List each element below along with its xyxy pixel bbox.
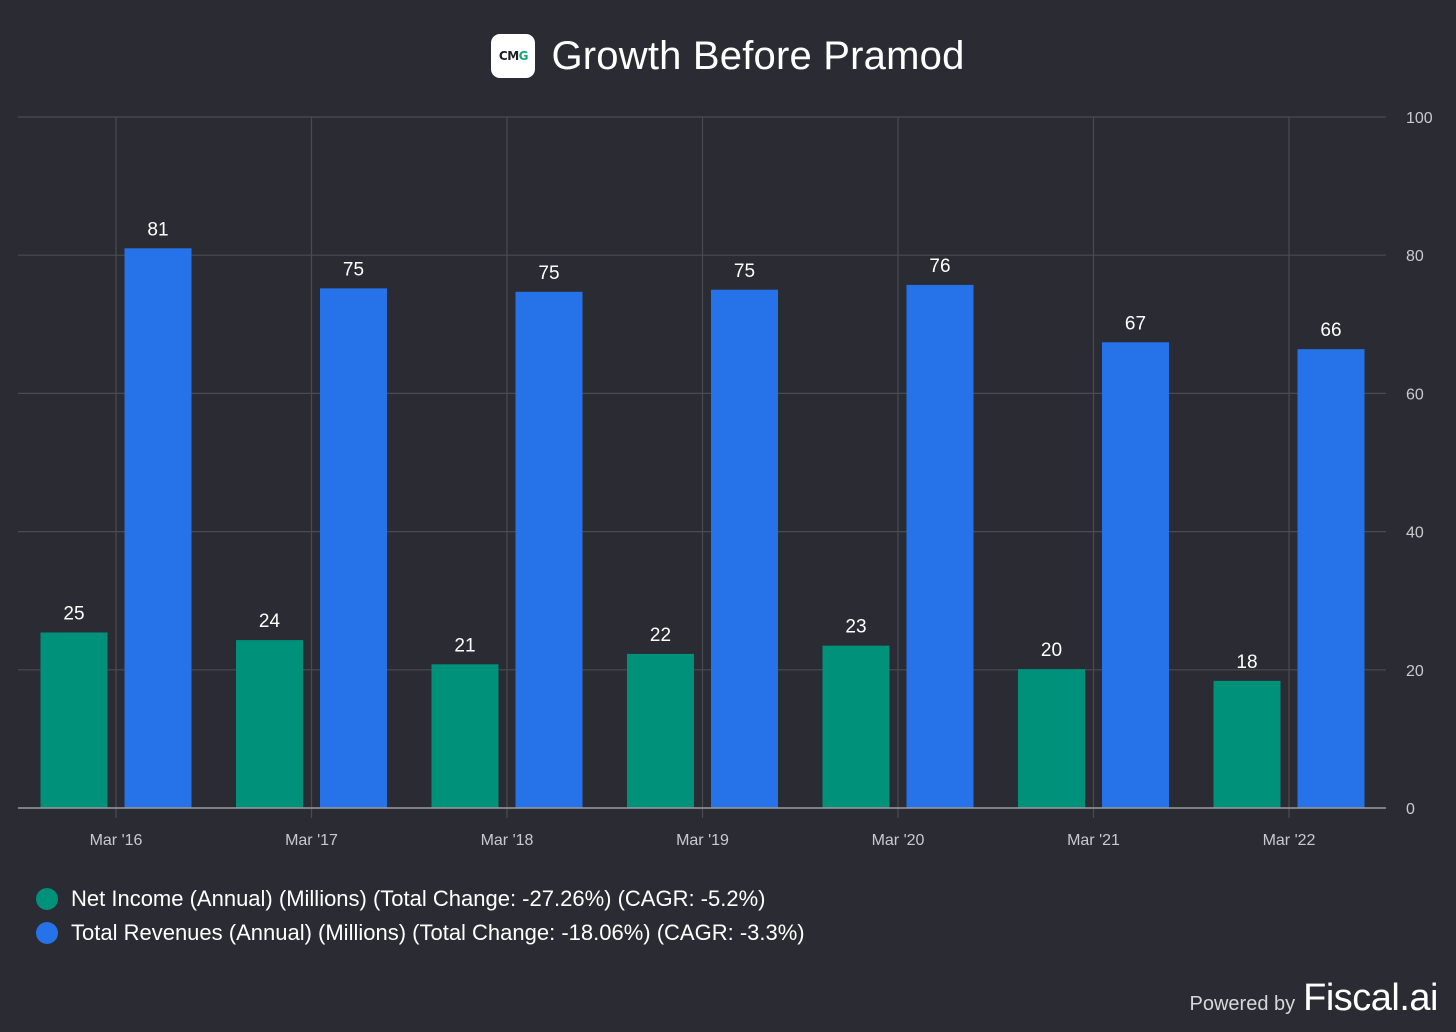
data-label-total-revenues: 81 (147, 219, 168, 240)
data-label-total-revenues: 66 (1320, 320, 1341, 341)
legend-label-net-income: Net Income (Annual) (Millions) (Total Ch… (71, 886, 766, 911)
legend-label-total-revenues: Total Revenues (Annual) (Millions) (Tota… (71, 920, 805, 945)
bar-net-income[interactable] (822, 645, 890, 808)
legend-dot-total-revenues (36, 922, 58, 944)
bar-net-income[interactable] (1018, 669, 1085, 808)
legend-dot-net-income (36, 888, 58, 910)
company-logo-accent-letter: G (518, 49, 529, 63)
bars (40, 248, 1365, 809)
data-label-total-revenues: 75 (734, 261, 755, 282)
data-label-net-income: 18 (1236, 652, 1257, 673)
powered-by-label: Powered by (1189, 993, 1296, 1015)
bar-total-revenues[interactable] (906, 284, 974, 809)
bar-net-income[interactable] (1213, 680, 1281, 808)
bar-net-income[interactable] (40, 632, 108, 808)
brand-name: Fiscal.ai (1303, 977, 1438, 1019)
bar-total-revenues[interactable] (515, 291, 583, 808)
y-tick-label: 40 (1406, 525, 1424, 542)
legend: Net Income (Annual) (Millions) (Total Ch… (36, 882, 805, 950)
data-label-net-income: 25 (63, 603, 84, 624)
x-tick-label: Mar '21 (1067, 832, 1120, 849)
y-tick-label: 60 (1406, 386, 1424, 403)
data-label-net-income: 24 (259, 611, 281, 632)
y-tick-label: 80 (1406, 248, 1424, 265)
x-tick-label: Mar '20 (872, 832, 925, 849)
y-tick-label: 100 (1406, 110, 1433, 127)
y-tick-label: 0 (1406, 801, 1415, 818)
powered-by[interactable]: Powered by Fiscal.ai (1190, 977, 1439, 1020)
grid-lines (18, 116, 1386, 808)
x-tick-label: Mar '22 (1263, 832, 1316, 849)
bar-total-revenues[interactable] (1297, 349, 1365, 808)
legend-item-total-revenues[interactable]: Total Revenues (Annual) (Millions) (Tota… (36, 916, 805, 950)
bar-total-revenues[interactable] (124, 248, 192, 809)
bar-net-income[interactable] (236, 640, 303, 808)
data-label-total-revenues: 75 (538, 263, 559, 284)
y-tick-label: 20 (1406, 663, 1424, 680)
x-tick-label: Mar '18 (481, 832, 534, 849)
bar-total-revenues[interactable] (1102, 342, 1169, 808)
chart-title: Growth Before Pramod (551, 33, 965, 78)
chart-header: CMG Growth Before Pramod (0, 26, 1456, 86)
bar-net-income[interactable] (431, 664, 499, 808)
axes: 0 20 40 60 80 100 Mar '16 Mar '17 Mar '18 Mar '19… (18, 110, 1433, 849)
bar-total-revenues[interactable] (320, 288, 387, 808)
bar-net-income[interactable] (627, 653, 694, 808)
x-tick-label: Mar '16 (90, 832, 143, 849)
x-tick-label: Mar '17 (285, 832, 338, 849)
data-label-net-income: 22 (650, 625, 671, 646)
company-logo: CMG (491, 34, 536, 78)
x-tick-label: Mar '19 (676, 832, 729, 849)
data-label-net-income: 20 (1041, 640, 1062, 661)
bar-total-revenues[interactable] (711, 289, 778, 808)
data-labels: 25 24 21 22 23 20 18 81 75 75 75 76 67 66 (63, 219, 1341, 673)
data-label-net-income: 23 (845, 617, 866, 638)
legend-item-net-income[interactable]: Net Income (Annual) (Millions) (Total Ch… (36, 882, 805, 916)
company-logo-text: CMG (498, 49, 529, 63)
data-label-total-revenues: 67 (1125, 313, 1146, 334)
data-label-total-revenues: 75 (343, 259, 364, 280)
data-label-total-revenues: 76 (929, 256, 950, 277)
bar-chart: 25 24 21 22 23 20 18 81 75 75 75 76 67 66 0 20 40 60 80 10… (18, 110, 1433, 849)
data-label-net-income: 21 (454, 635, 475, 656)
